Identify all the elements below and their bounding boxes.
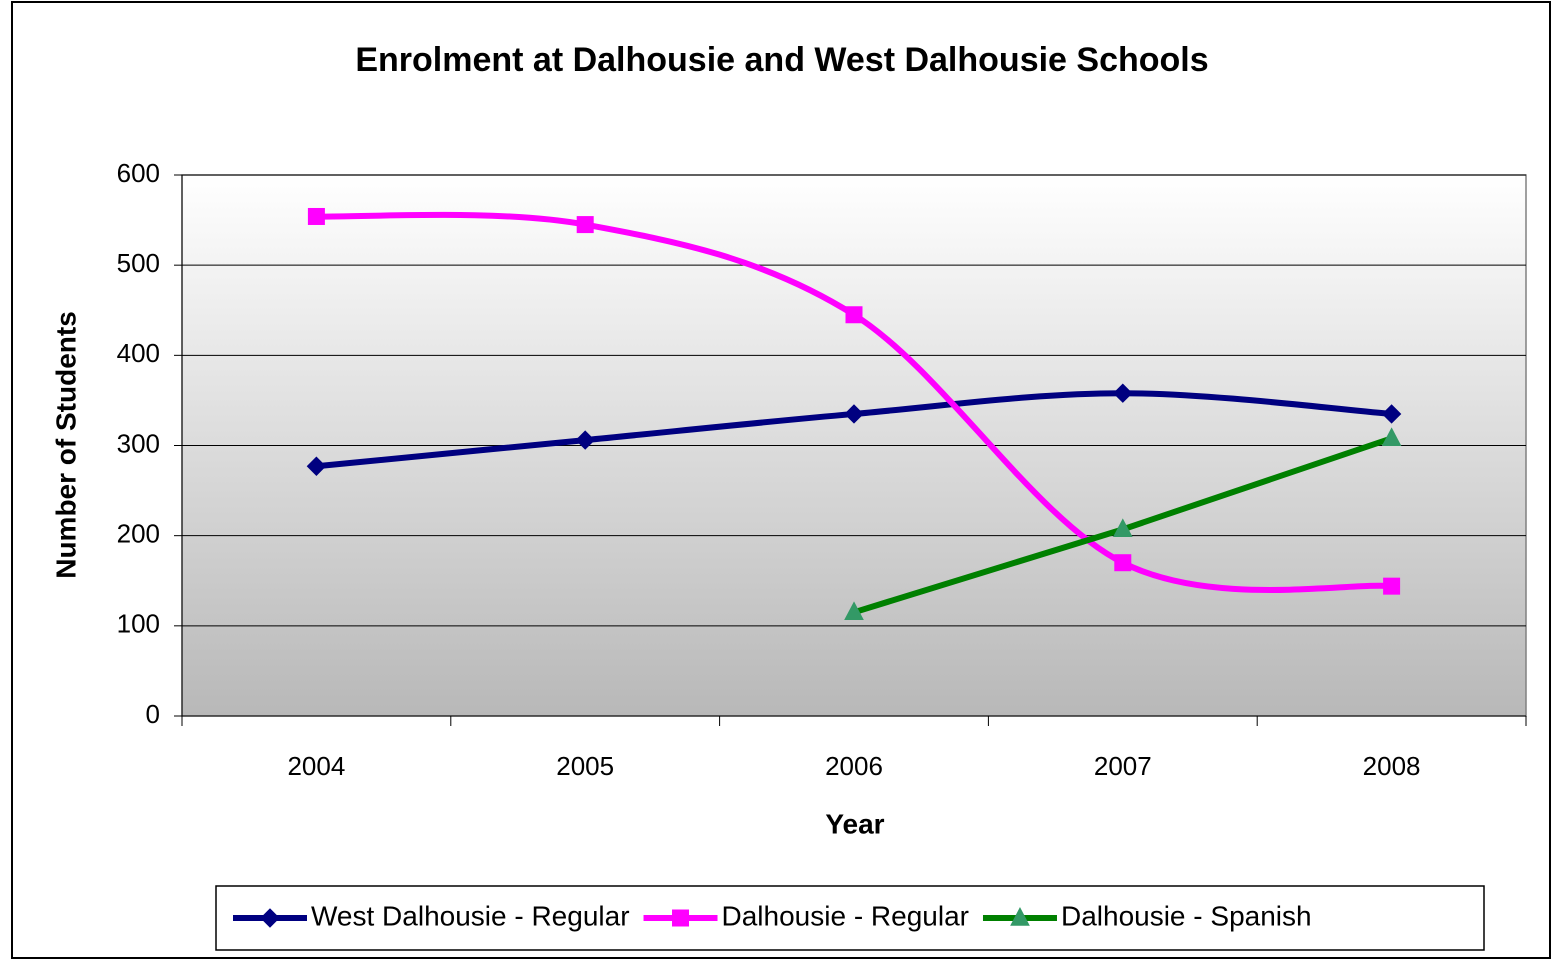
x-axis-title: Year <box>825 808 884 839</box>
data-point <box>1381 427 1402 446</box>
data-point <box>845 306 863 324</box>
x-tick-label: 2007 <box>1094 751 1152 781</box>
y-axis-title: Number of Students <box>50 311 81 579</box>
data-point <box>306 456 327 476</box>
y-tick-label: 300 <box>117 428 160 458</box>
x-tick-label: 2006 <box>825 751 883 781</box>
y-tick-label: 100 <box>117 609 160 639</box>
data-point <box>844 404 864 424</box>
x-tick-label: 2008 <box>1363 751 1421 781</box>
legend-marker <box>672 909 690 927</box>
y-tick-label: 600 <box>117 158 160 188</box>
y-tick-label: 500 <box>117 248 160 278</box>
data-point <box>576 216 594 234</box>
x-tick-label: 2005 <box>556 751 614 781</box>
y-tick-label: 400 <box>117 338 160 368</box>
data-point <box>1114 554 1132 572</box>
data-point <box>1112 518 1133 538</box>
legend-label: West Dalhousie - Regular <box>311 900 630 931</box>
data-point <box>1381 404 1402 424</box>
chart-title: Enrolment at Dalhousie and West Dalhousi… <box>355 41 1208 79</box>
legend-label: Dalhousie - Regular <box>722 900 969 931</box>
x-tick-label: 2004 <box>287 751 345 781</box>
legend-label: Dalhousie - Spanish <box>1061 900 1312 931</box>
legend <box>215 885 1485 951</box>
data-point <box>575 430 595 450</box>
legend-marker <box>260 908 280 928</box>
y-tick-label: 0 <box>146 699 160 729</box>
data-point <box>844 601 864 621</box>
data-point <box>1113 383 1133 403</box>
y-tick-label: 200 <box>117 519 160 549</box>
data-point <box>307 207 325 225</box>
legend-marker <box>1010 907 1030 926</box>
data-point <box>1383 577 1401 595</box>
